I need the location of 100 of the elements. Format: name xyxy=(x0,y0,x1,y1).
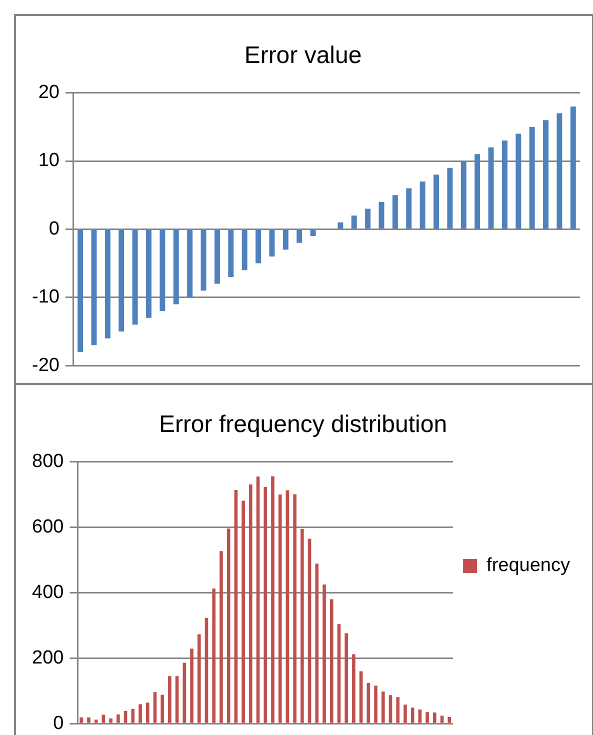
bar xyxy=(160,230,166,312)
bar xyxy=(138,704,142,723)
bar xyxy=(352,654,356,723)
bar xyxy=(102,714,106,723)
bar xyxy=(200,230,206,291)
bar xyxy=(570,106,576,228)
bar xyxy=(228,230,234,277)
bar xyxy=(197,634,201,723)
bar xyxy=(344,633,348,723)
bar xyxy=(315,564,319,723)
y-tick-label: 400 xyxy=(32,582,64,603)
bar xyxy=(418,710,422,723)
bar xyxy=(87,717,90,723)
y-tick-label: 800 xyxy=(32,451,64,472)
bar xyxy=(434,174,439,228)
bar xyxy=(374,686,378,723)
bar xyxy=(242,230,248,270)
chart-title: Error frequency distribution xyxy=(158,411,448,438)
bar xyxy=(420,181,426,228)
bar xyxy=(310,230,316,236)
bar xyxy=(182,662,186,723)
bar xyxy=(351,216,357,228)
y-tick-label: 20 xyxy=(38,82,60,104)
y-tick-label: 600 xyxy=(32,516,64,538)
bar xyxy=(173,230,179,304)
bar xyxy=(502,140,508,228)
bar xyxy=(322,584,326,723)
bar xyxy=(381,692,385,723)
bar xyxy=(293,494,296,723)
bar xyxy=(160,694,164,723)
bar xyxy=(460,161,466,228)
y-tick-label: 10 xyxy=(38,150,60,172)
bar xyxy=(488,147,494,228)
y-tick-label: -10 xyxy=(32,286,60,308)
bar xyxy=(153,692,157,723)
bar xyxy=(146,230,152,318)
bar xyxy=(296,230,302,243)
y-tick-label: 0 xyxy=(53,712,64,734)
bar xyxy=(190,648,194,723)
y-tick-label: -20 xyxy=(32,354,60,376)
legend-label: frequency xyxy=(486,555,570,576)
bar xyxy=(378,202,384,228)
bar xyxy=(447,168,453,228)
bar xyxy=(94,720,98,723)
bar xyxy=(543,120,549,228)
bar xyxy=(338,222,344,228)
bar xyxy=(187,230,193,298)
bar xyxy=(91,230,97,346)
bar xyxy=(337,624,341,723)
bar xyxy=(556,113,562,228)
bar xyxy=(269,230,275,256)
bar xyxy=(366,683,370,723)
bar xyxy=(249,484,252,723)
bar xyxy=(116,714,120,723)
bar xyxy=(131,708,135,723)
bar xyxy=(282,230,288,250)
bar xyxy=(410,708,414,723)
bar xyxy=(175,676,179,723)
bar xyxy=(220,551,223,723)
bar xyxy=(212,588,216,723)
bar xyxy=(109,718,112,723)
bar xyxy=(256,476,260,723)
bar xyxy=(396,697,400,723)
bar xyxy=(80,717,84,723)
bar xyxy=(78,230,84,352)
bar xyxy=(308,538,312,723)
bar xyxy=(404,704,407,723)
bar xyxy=(214,230,220,284)
bar xyxy=(132,230,138,325)
bar xyxy=(226,528,230,723)
bar xyxy=(440,716,444,723)
bar xyxy=(204,618,208,723)
bar xyxy=(256,230,262,264)
bar xyxy=(426,712,429,723)
bar xyxy=(529,126,535,228)
bar xyxy=(365,208,371,228)
y-tick-label: 200 xyxy=(32,647,64,668)
chart-title: Error value xyxy=(244,42,362,70)
bar xyxy=(330,599,334,723)
bar xyxy=(286,490,290,723)
bar xyxy=(516,134,522,228)
bar xyxy=(104,230,110,338)
bar xyxy=(168,676,172,723)
bar xyxy=(124,710,128,723)
bar xyxy=(234,490,238,723)
bar xyxy=(388,695,392,723)
bar xyxy=(264,487,268,723)
bar xyxy=(392,195,398,228)
bar xyxy=(300,528,304,723)
bar xyxy=(433,712,436,723)
bar xyxy=(474,154,480,228)
bar xyxy=(448,717,452,723)
bar xyxy=(242,500,245,723)
bar xyxy=(359,671,363,723)
y-tick-label: 0 xyxy=(48,218,60,240)
bar xyxy=(271,476,274,723)
bar xyxy=(278,494,282,723)
bar xyxy=(146,702,150,723)
bar xyxy=(118,230,124,332)
bar xyxy=(406,188,412,228)
